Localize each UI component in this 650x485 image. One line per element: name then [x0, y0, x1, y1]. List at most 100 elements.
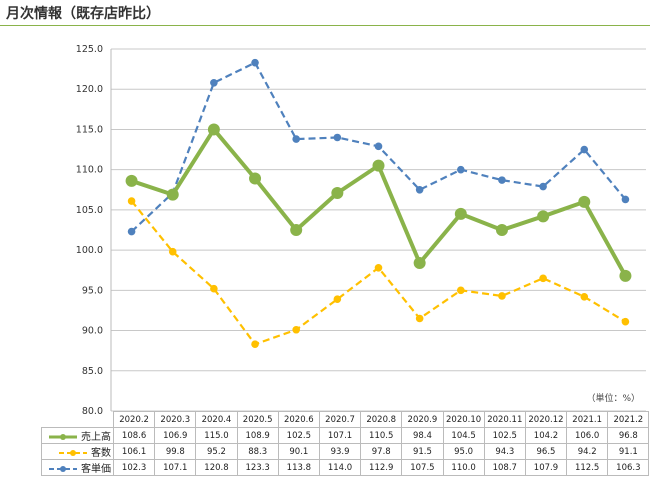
table-cell: 104.2: [524, 427, 568, 444]
legend-swatch-icon: [59, 450, 87, 456]
data-point: [578, 195, 591, 208]
table-cell: 97.8: [360, 443, 403, 460]
table-cell: 98.4: [401, 427, 444, 444]
category-label: 2020.7: [318, 411, 362, 428]
category-label: 2021.1: [566, 411, 609, 428]
table-cell: 108.6: [112, 427, 156, 444]
data-point: [251, 58, 259, 67]
table-cell: 99.8: [154, 443, 197, 460]
series-line-1: [130, 200, 626, 346]
data-point: [127, 197, 136, 205]
table-cell: 107.9: [524, 459, 568, 476]
table-cell: 106.0: [566, 427, 609, 444]
table-row: 客数 106.1 99.8 95.2 88.3 90.1 93.9 97.8 91.5 95.0 9…: [41, 443, 650, 460]
y-tick-label: 115.0: [76, 124, 103, 135]
table-cell: 108.7: [483, 459, 526, 476]
data-point: [251, 340, 259, 349]
data-point: [495, 224, 508, 236]
page-title: 月次情報（既存店昨比）: [6, 6, 160, 22]
table-cell: 112.9: [360, 459, 403, 476]
data-point: [372, 159, 385, 172]
data-point: [292, 325, 300, 334]
data-point: [457, 286, 465, 295]
unit-label: （単位：%）: [586, 394, 640, 404]
table-cell: 110.0: [442, 459, 485, 476]
category-label: 2020.11: [483, 411, 526, 428]
table-cell: 91.1: [607, 443, 650, 460]
data-point: [454, 207, 467, 220]
data-point: [125, 174, 138, 187]
data-point: [498, 176, 506, 184]
table-cell: 90.1: [277, 443, 320, 460]
table-cell: 107.1: [154, 459, 197, 476]
data-point: [580, 292, 589, 301]
table-cell: 95.0: [442, 443, 485, 460]
data-point: [210, 284, 218, 293]
table-cell: 106.9: [154, 427, 197, 444]
table-cell: 107.5: [401, 459, 444, 476]
data-point: [415, 314, 424, 323]
data-point: [333, 295, 342, 303]
data-point: [290, 224, 303, 236]
data-point: [374, 142, 383, 151]
data-point: [333, 133, 342, 142]
category-label: 2020.3: [154, 411, 197, 428]
category-label: 2020.2: [112, 411, 156, 428]
data-point: [168, 247, 177, 256]
category-label: 2020.8: [360, 411, 403, 428]
y-tick-label: 110.0: [76, 165, 103, 176]
category-label: 2020.6: [277, 411, 320, 428]
table-cell: 114.0: [318, 459, 362, 476]
blank-cell: [41, 411, 114, 428]
series-name: 売上高: [81, 432, 111, 443]
table-cell: 106.1: [112, 443, 156, 460]
data-point: [539, 182, 547, 191]
table-cell: 112.5: [566, 459, 609, 476]
data-point: [166, 188, 179, 201]
category-label: 2020.5: [236, 411, 279, 428]
data-point: [127, 227, 136, 236]
data-point: [415, 185, 424, 194]
series-line-0: [130, 127, 628, 277]
legend-entry: 客数: [41, 443, 114, 460]
category-label: 2020.9: [401, 411, 444, 428]
legend-swatch-icon: [49, 434, 77, 440]
table-cell: 110.5: [360, 427, 403, 444]
table-cell: 123.3: [236, 459, 279, 476]
data-point: [539, 274, 547, 283]
y-tick-label: 95.0: [82, 285, 103, 296]
table-cell: 96.8: [607, 427, 650, 444]
legend-entry: 客単価: [41, 459, 114, 476]
table-cell: 95.2: [195, 443, 238, 460]
data-point: [292, 135, 300, 143]
title-divider: [0, 25, 650, 26]
table-cell: 88.3: [236, 443, 279, 460]
data-point: [621, 195, 630, 204]
table-cell: 93.9: [318, 443, 362, 460]
data-point: [537, 210, 550, 223]
category-label: 2021.2: [607, 411, 650, 428]
y-tick-label: 120.0: [76, 84, 103, 95]
table-cell: 104.5: [442, 427, 485, 444]
category-label: 2020.10: [442, 411, 485, 428]
data-point: [619, 269, 632, 282]
table-header-row: 2020.2 2020.3 2020.4 2020.5 2020.6 2020.7 2020…: [41, 411, 650, 428]
table-cell: 102.5: [277, 427, 320, 444]
data-point: [374, 264, 383, 272]
legend-entry: 売上高: [41, 427, 114, 444]
data-point: [210, 78, 218, 87]
table-cell: 120.8: [195, 459, 238, 476]
category-label: 2020.12: [524, 411, 568, 428]
y-tick-label: 90.0: [82, 326, 103, 337]
data-table: 2020.2 2020.3 2020.4 2020.5 2020.6 2020.7 2020…: [41, 411, 650, 476]
table-cell: 107.1: [318, 427, 362, 444]
y-tick-label: 100.0: [76, 245, 103, 256]
table-row: 客単価 102.3 107.1 120.8 123.3 113.8 114.0 112.9 10…: [41, 459, 650, 476]
table-cell: 102.3: [112, 459, 156, 476]
table-cell: 96.5: [524, 443, 568, 460]
data-point: [207, 123, 220, 136]
legend-swatch-icon: [49, 466, 77, 472]
table-cell: 91.5: [401, 443, 444, 460]
data-point: [498, 292, 506, 300]
